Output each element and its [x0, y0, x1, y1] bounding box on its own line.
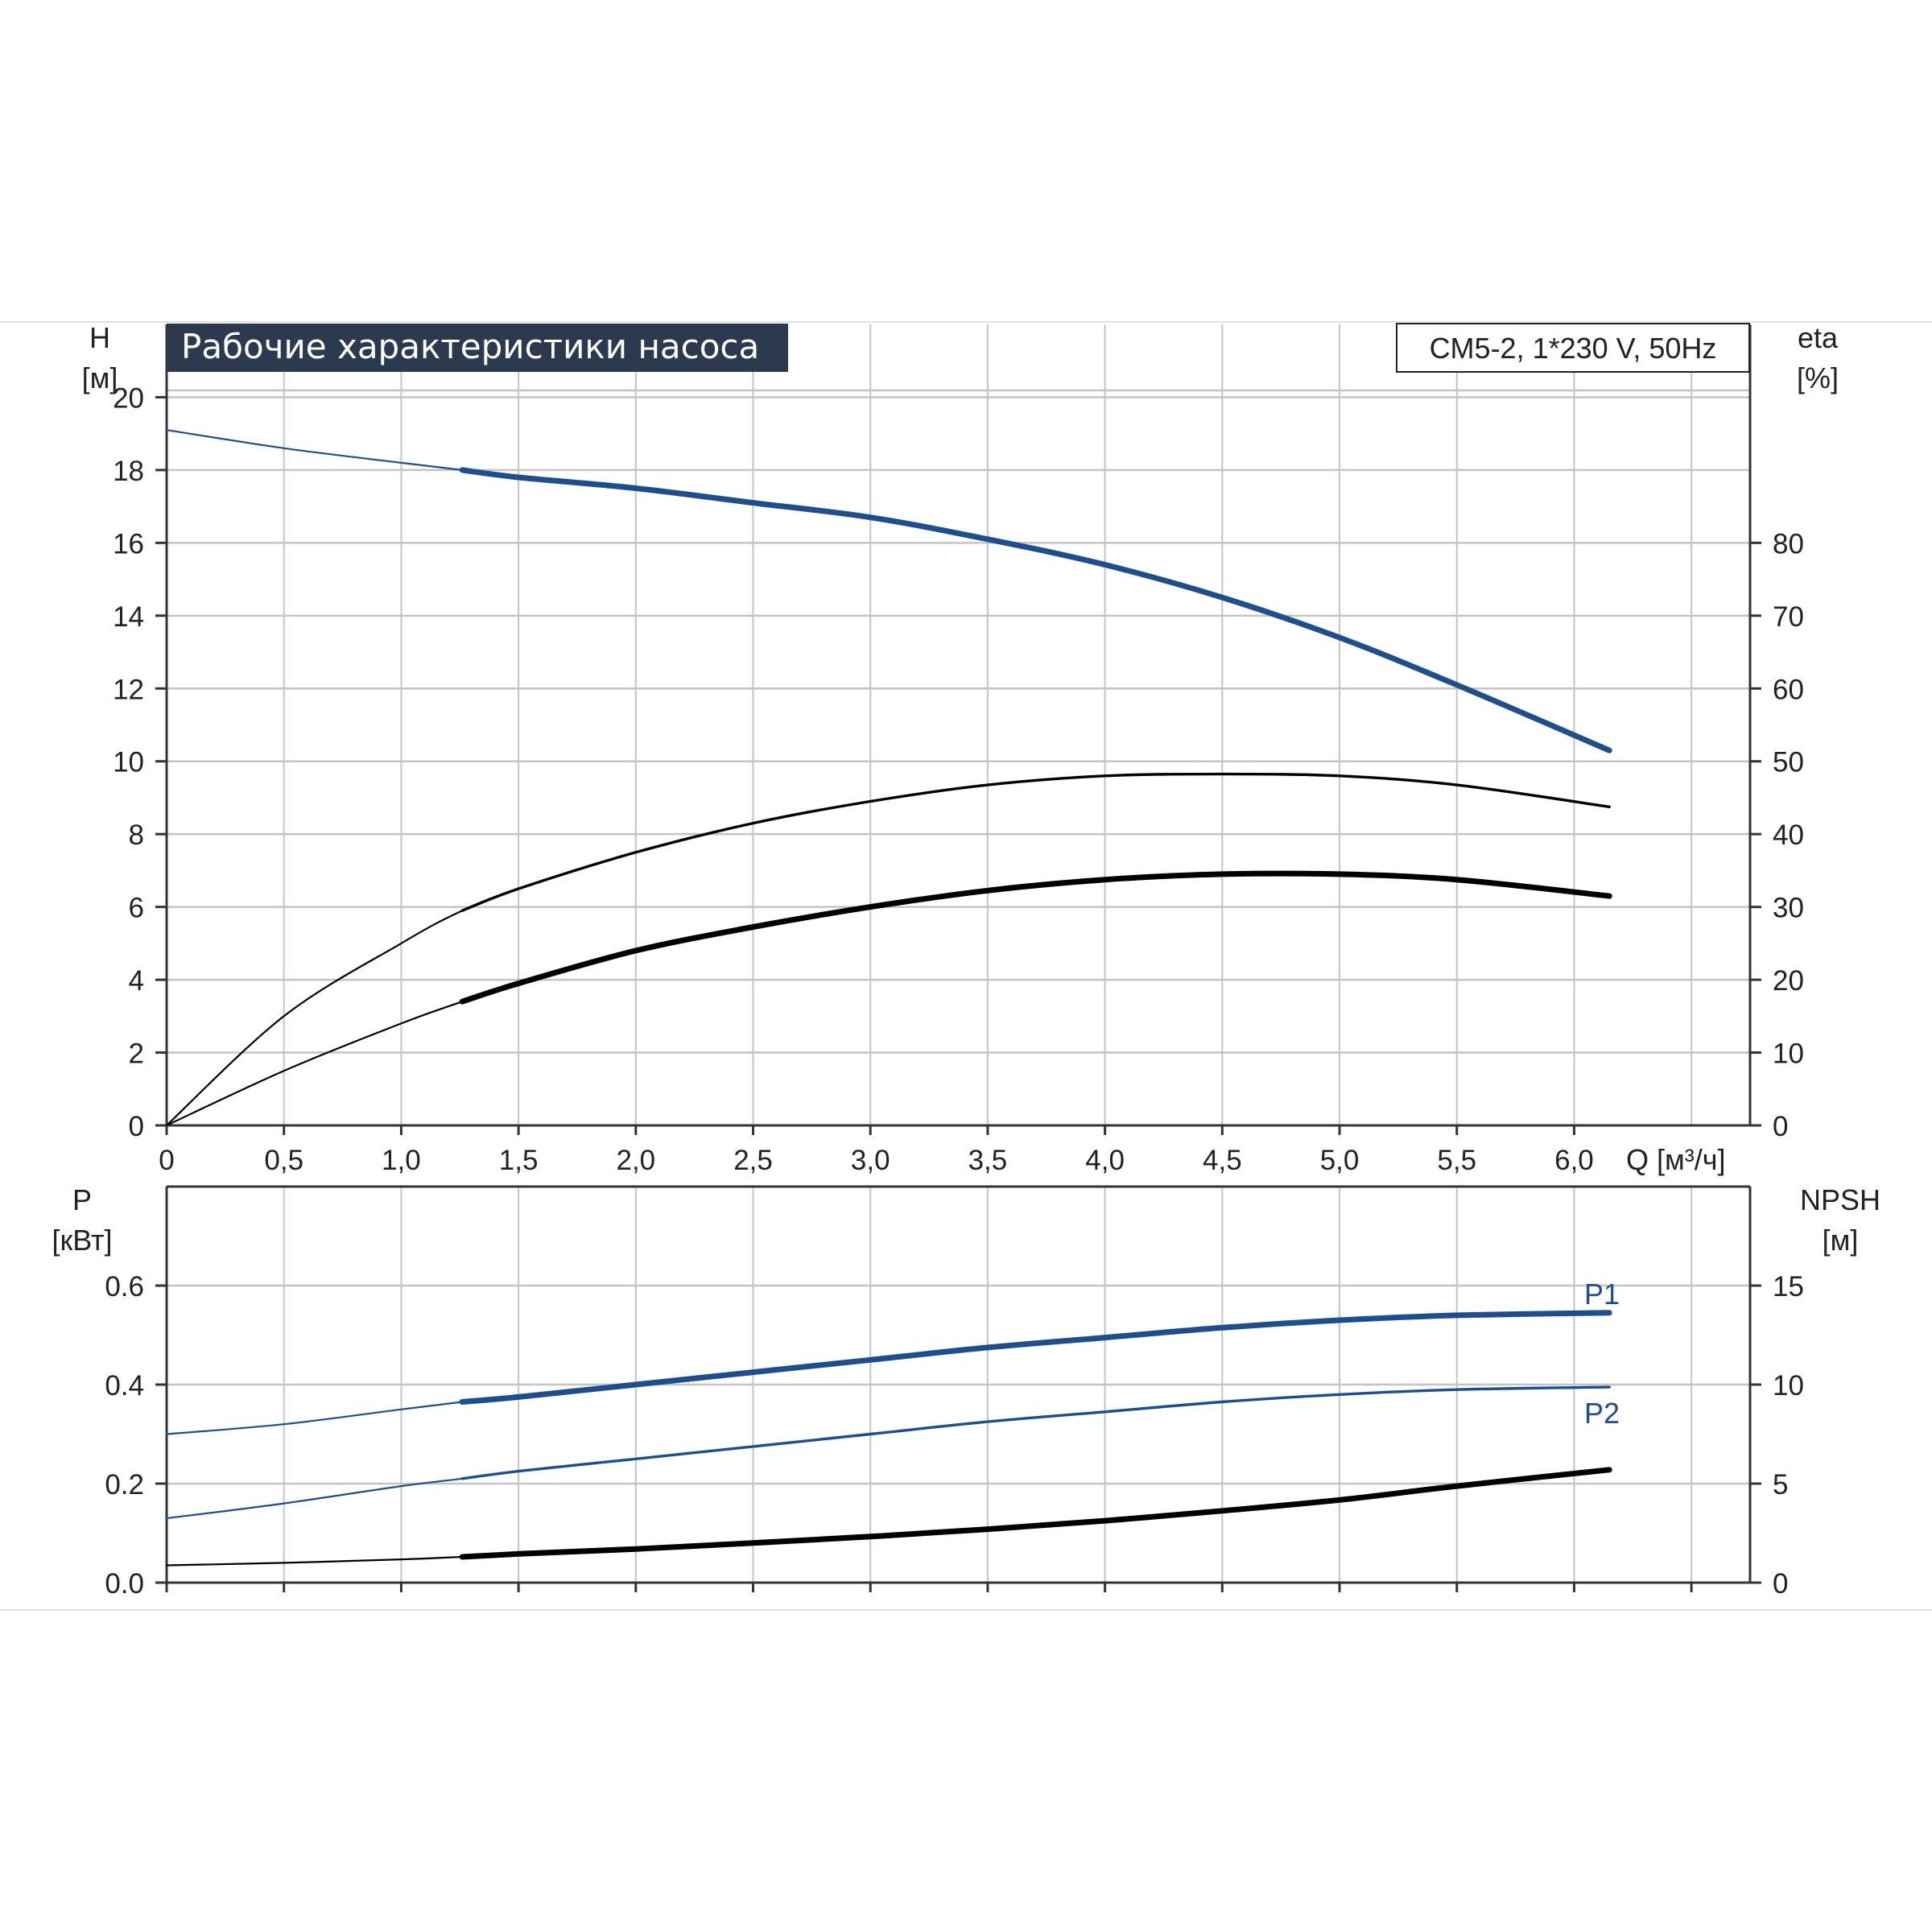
model-label: CM5-2, 1*230 V, 50Hz — [1430, 332, 1717, 365]
p1-curve-operating-range — [459, 1310, 1612, 1405]
y-left-tick-label: 0.6 — [105, 1271, 144, 1302]
x-tick-label: 6,0 — [1554, 1145, 1594, 1176]
x-tick-label: 1,5 — [499, 1145, 539, 1176]
y-left-tick-label: 10 — [113, 747, 144, 778]
x-tick-label: 0 — [159, 1145, 174, 1176]
efficiency-curve-thin — [165, 773, 1611, 1127]
y-right-tick-label: 30 — [1773, 893, 1804, 924]
upper-grid — [165, 324, 1752, 1127]
npsh-curve-thin — [165, 1555, 464, 1567]
y-right-tick-label: 10 — [1773, 1038, 1804, 1070]
y-right-tick-label: 80 — [1773, 528, 1804, 559]
y-left-tick-label: 0 — [129, 1111, 144, 1142]
series-label-p1: P1 — [1584, 1278, 1620, 1311]
lower-series — [165, 1310, 1612, 1567]
y-left-tick-label: 0.2 — [105, 1469, 144, 1501]
y-left-tick-label: 8 — [129, 819, 144, 851]
x-tick-label: 5,0 — [1320, 1145, 1360, 1176]
y-left-unit-p: [кВт] — [52, 1224, 112, 1257]
y-right-tick-label: 0 — [1773, 1568, 1788, 1600]
y-right-unit-npsh: [м] — [1823, 1224, 1859, 1257]
y-left-tick-label: 6 — [129, 893, 144, 924]
y-right-tick-label: 50 — [1773, 747, 1804, 778]
y-left-unit-h: [м] — [82, 361, 118, 394]
head-curve-thin — [165, 429, 464, 471]
x-tick-label: 2,5 — [733, 1145, 773, 1176]
model-box — [1396, 323, 1750, 373]
x-tick-label: 1,0 — [382, 1145, 421, 1176]
y-left-tick-label: 0.0 — [105, 1568, 144, 1600]
frame-lines — [0, 321, 1932, 1611]
x-tick-label: 2,0 — [616, 1145, 655, 1176]
y-right-tick-label: 20 — [1773, 965, 1804, 997]
y-right-label-eta: eta — [1798, 321, 1839, 354]
y-left-tick-label: 0.4 — [105, 1370, 144, 1402]
x-tick-label: 4,5 — [1203, 1145, 1242, 1176]
x-axis-label: Q [м³/ч] — [1626, 1143, 1726, 1176]
y-left-tick-label: 2 — [129, 1038, 144, 1070]
efficiency-curve-2-thin — [165, 1001, 464, 1127]
tick-labels: 02468101214161820010203040506070800.00.2… — [105, 382, 1804, 1600]
y-left-tick-label: 14 — [113, 601, 144, 633]
y-right-tick-label: 0 — [1773, 1111, 1788, 1142]
lower-grid — [165, 1185, 1752, 1584]
title-box — [167, 324, 788, 372]
y-right-tick-label: 5 — [1773, 1469, 1788, 1501]
x-tick-label: 5,5 — [1437, 1145, 1476, 1176]
y-right-tick-label: 40 — [1773, 819, 1804, 851]
x-tick-label: 3,0 — [851, 1145, 890, 1176]
p2-curve-operating-range — [460, 1385, 1611, 1480]
head-curve-operating-range — [459, 467, 1612, 753]
y-right-tick-label: 10 — [1773, 1370, 1804, 1402]
efficiency-curve-operating-range — [460, 772, 1611, 912]
y-left-tick-label: 12 — [113, 674, 144, 705]
y-left-tick-label: 18 — [113, 456, 144, 487]
y-right-label-npsh: NPSH — [1800, 1183, 1880, 1216]
p2-curve-thin — [165, 1386, 1611, 1520]
y-right-tick-label: 15 — [1773, 1271, 1804, 1302]
efficiency-curve-2-operating-range — [459, 870, 1612, 1005]
npsh-curve-operating-range — [459, 1467, 1612, 1560]
y-right-tick-label: 60 — [1773, 674, 1804, 705]
y-left-tick-label: 20 — [113, 382, 144, 414]
upper-series — [165, 429, 1612, 1127]
series-label-p2: P2 — [1584, 1397, 1620, 1430]
y-left-label-h: H — [89, 321, 110, 354]
x-tick-label: 3,5 — [968, 1145, 1008, 1176]
x-tick-label: 0,5 — [264, 1145, 303, 1176]
x-tick-label: 4,0 — [1085, 1145, 1125, 1176]
chart-title: Рабочие характеристики насоса — [181, 327, 759, 366]
y-right-unit-eta: [%] — [1797, 361, 1839, 394]
y-right-tick-label: 70 — [1773, 601, 1804, 633]
p1-curve-thin — [165, 1401, 464, 1435]
y-left-tick-label: 16 — [113, 528, 144, 559]
y-left-tick-label: 4 — [129, 965, 144, 997]
y-left-label-p: P — [72, 1183, 92, 1216]
